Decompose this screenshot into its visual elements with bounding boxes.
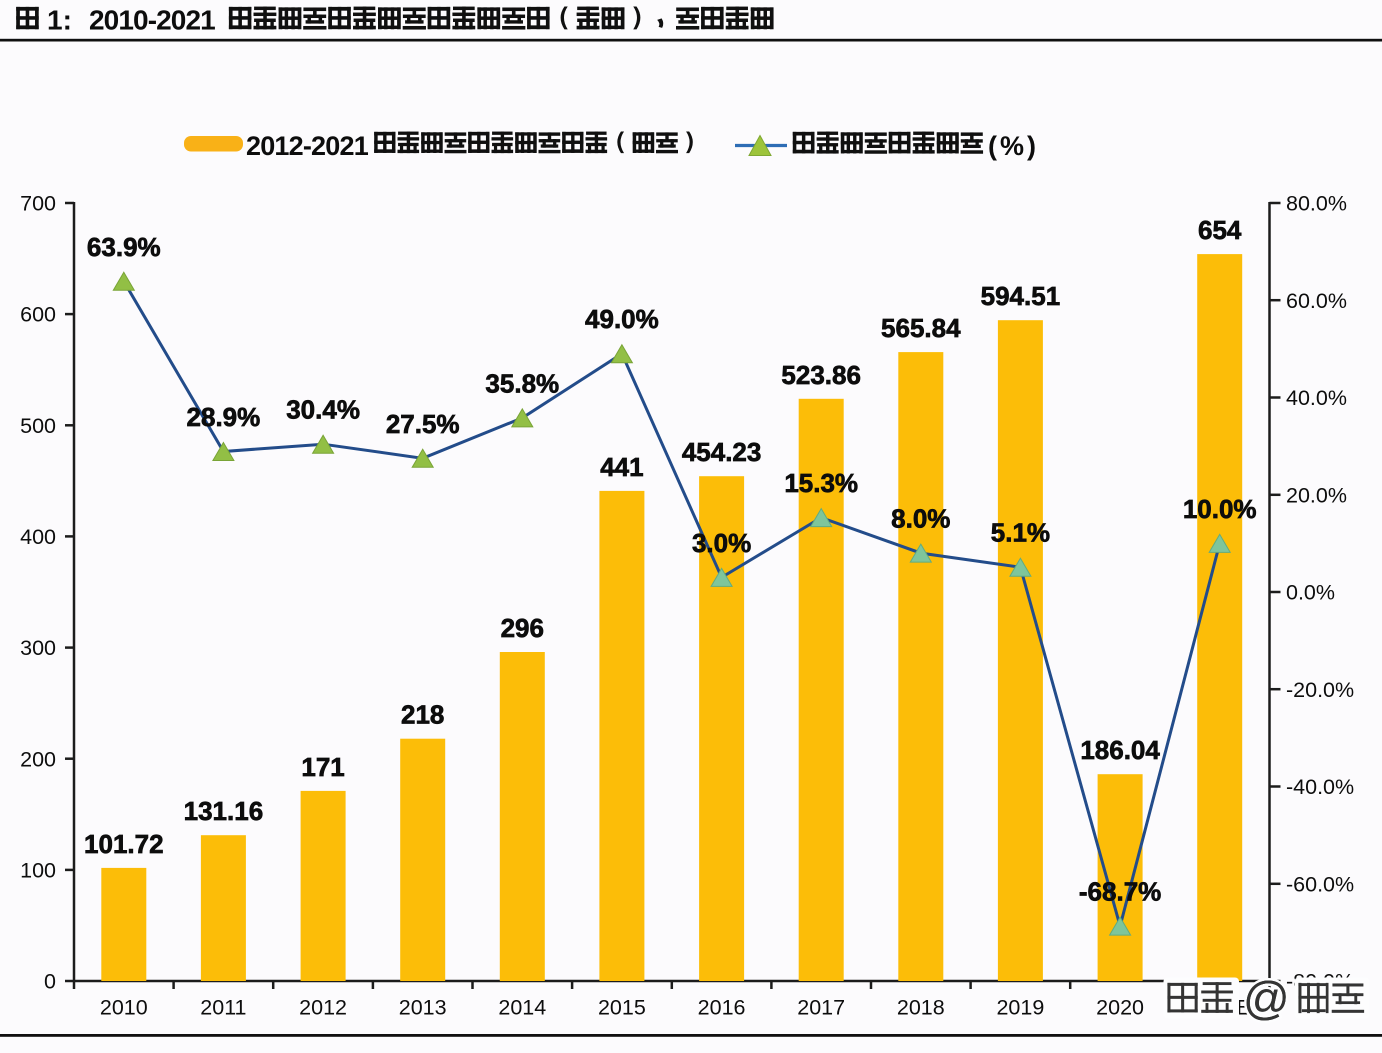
svg-text:654: 654	[1198, 215, 1242, 245]
svg-text:2012-2021: 2012-2021	[246, 131, 369, 161]
svg-text:2014: 2014	[498, 996, 546, 1020]
svg-text:171: 171	[301, 752, 344, 782]
svg-text:40.0%: 40.0%	[1286, 386, 1347, 410]
svg-text:2019: 2019	[996, 996, 1044, 1020]
svg-text:2016: 2016	[698, 996, 746, 1020]
svg-text:400: 400	[20, 525, 56, 549]
svg-text:454.23: 454.23	[682, 437, 762, 467]
svg-text:35.8%: 35.8%	[485, 368, 559, 398]
svg-text:0.0%: 0.0%	[1286, 581, 1335, 605]
svg-text:2010-2021: 2010-2021	[89, 5, 215, 36]
svg-text:-60.0%: -60.0%	[1286, 872, 1354, 896]
svg-text:3.0%: 3.0%	[692, 528, 751, 558]
svg-text:15.3%: 15.3%	[784, 468, 858, 498]
svg-text:60.0%: 60.0%	[1286, 289, 1347, 313]
svg-text:441: 441	[600, 452, 643, 482]
svg-text:2011: 2011	[200, 996, 246, 1020]
svg-text:700: 700	[20, 192, 56, 216]
svg-text:5.1%: 5.1%	[991, 518, 1050, 548]
svg-text:8.0%: 8.0%	[891, 504, 950, 534]
svg-text:49.0%: 49.0%	[585, 304, 659, 334]
svg-text:27.5%: 27.5%	[386, 409, 460, 439]
svg-text:10.0%: 10.0%	[1183, 494, 1257, 524]
svg-text:63.9%: 63.9%	[87, 232, 161, 262]
svg-text:2013: 2013	[399, 996, 447, 1020]
svg-text:-40.0%: -40.0%	[1286, 775, 1354, 799]
svg-text:1:: 1:	[47, 5, 72, 36]
svg-text:296: 296	[501, 613, 544, 643]
svg-text:2010: 2010	[100, 996, 148, 1020]
svg-text:2017: 2017	[797, 996, 845, 1020]
svg-text:-68.7%: -68.7%	[1079, 877, 1161, 907]
svg-text:0: 0	[44, 970, 56, 994]
svg-text:218: 218	[401, 700, 444, 730]
svg-text:2012: 2012	[299, 996, 347, 1020]
svg-text:594.51: 594.51	[981, 281, 1061, 311]
svg-text:(%): (%)	[988, 131, 1039, 161]
svg-text:300: 300	[20, 636, 56, 660]
svg-text:100: 100	[20, 859, 56, 883]
svg-text:80.0%: 80.0%	[1286, 192, 1347, 216]
svg-text:523.86: 523.86	[781, 360, 861, 390]
svg-text:131.16: 131.16	[184, 796, 264, 826]
svg-text:101.72: 101.72	[84, 829, 164, 859]
svg-text:20.0%: 20.0%	[1286, 483, 1347, 507]
svg-text:@: @	[1243, 972, 1290, 1024]
svg-text:2015: 2015	[598, 996, 646, 1020]
svg-text:600: 600	[20, 303, 56, 327]
svg-text:186.04: 186.04	[1080, 735, 1160, 765]
svg-text:500: 500	[20, 414, 56, 438]
svg-text:2020: 2020	[1096, 996, 1144, 1020]
svg-text:2018: 2018	[897, 996, 945, 1020]
svg-text:200: 200	[20, 747, 56, 771]
svg-text:30.4%: 30.4%	[286, 395, 360, 425]
svg-text:565.84: 565.84	[881, 313, 961, 343]
svg-text:@: @	[1243, 972, 1290, 1024]
svg-text:28.9%: 28.9%	[187, 402, 261, 432]
svg-text:-20.0%: -20.0%	[1286, 678, 1354, 702]
